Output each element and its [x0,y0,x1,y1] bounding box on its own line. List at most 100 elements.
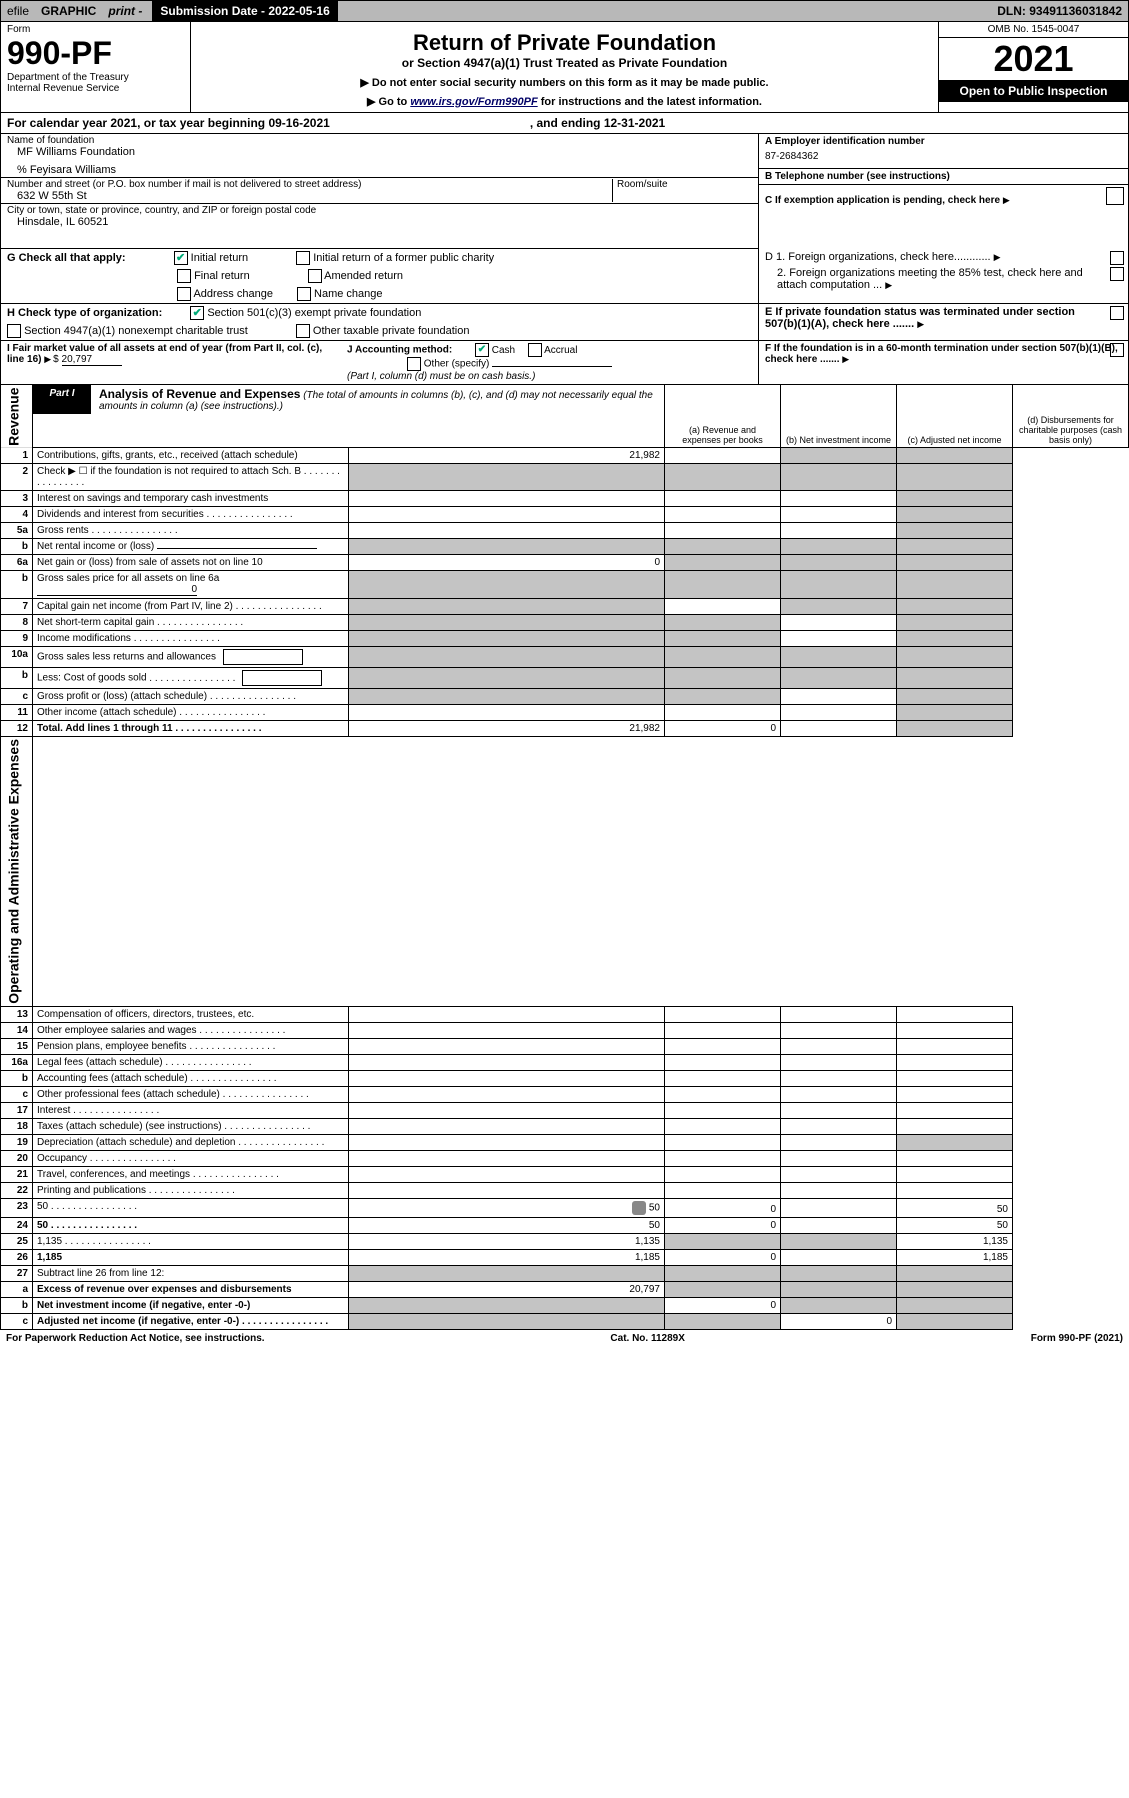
col-b-value: 0 [665,1199,781,1218]
d2-checkbox[interactable] [1110,267,1124,281]
irs-link[interactable]: www.irs.gov/Form990PF [410,96,537,108]
col-d-value [897,599,1013,615]
line-desc: 1,185 [33,1250,349,1266]
line-num: c [1,689,33,705]
line-desc: Income modifications [33,631,349,647]
col-c-value [781,689,897,705]
line-desc: Compensation of officers, directors, tru… [33,1007,349,1023]
line-desc: Capital gain net income (from Part IV, l… [33,599,349,615]
line-desc: Dividends and interest from securities [33,507,349,523]
col-c-value [781,1039,897,1055]
arrow-icon [842,354,851,365]
line-desc: 50 [33,1218,349,1234]
foundation-name: MF Williams Foundation [7,146,752,158]
col-c-value [781,1103,897,1119]
col-c-value [781,448,897,464]
col-d-value [897,507,1013,523]
g-address-checkbox[interactable] [177,287,191,301]
col-a-value [349,1039,665,1055]
line-num: 22 [1,1183,33,1199]
j-other-checkbox[interactable] [407,357,421,371]
omb-number: OMB No. 1545-0047 [939,22,1128,38]
col-d-value [897,1167,1013,1183]
f-checkbox[interactable] [1110,343,1124,357]
col-b-value [665,555,781,571]
j-accrual-checkbox[interactable] [528,343,542,357]
col-c-value [781,571,897,599]
g-amended-checkbox[interactable] [308,269,322,283]
line-desc: Net short-term capital gain [33,615,349,631]
phone-label: B Telephone number (see instructions) [765,171,950,182]
col-d-value [897,1039,1013,1055]
col-a-value: 20,797 [349,1282,665,1298]
col-c-value [781,1119,897,1135]
col-d-value [897,1266,1013,1282]
attachment-icon[interactable] [632,1201,646,1215]
line-num: 5a [1,523,33,539]
col-d-value [897,631,1013,647]
col-b-value [665,599,781,615]
cat-no: Cat. No. 11289X [610,1333,684,1344]
col-d-value [897,464,1013,491]
col-c-value [781,1282,897,1298]
g-initial-former-checkbox[interactable] [296,251,310,265]
col-d-value: 1,135 [897,1234,1013,1250]
col-c-value [781,668,897,689]
col-d-value [897,555,1013,571]
col-b-value [665,1055,781,1071]
j-cash-checkbox[interactable]: ✔ [475,343,489,357]
col-a-value: 50 [349,1199,665,1218]
g-final: Final return [194,270,250,282]
col-c-value [781,1298,897,1314]
line-num: c [1,1087,33,1103]
col-a-value [349,1183,665,1199]
col-b-value: 0 [665,721,781,737]
line-desc: Gross sales less returns and allowances [33,647,349,668]
col-d-value [897,1119,1013,1135]
line-num: 1 [1,448,33,464]
line-num: 15 [1,1039,33,1055]
j-other: Other (specify) [424,359,490,370]
col-a-value [349,1007,665,1023]
h-4947-checkbox[interactable] [7,324,21,338]
col-b-value [665,1183,781,1199]
g-name: Name change [314,288,383,300]
entity-info: Name of foundation MF Williams Foundatio… [0,134,1129,249]
g-name-checkbox[interactable] [297,287,311,301]
col-c-value [781,1199,897,1218]
line-num: 13 [1,1007,33,1023]
col-d-value [897,1135,1013,1151]
col-c-value [781,507,897,523]
col-d-value [897,1087,1013,1103]
col-b-value [665,1234,781,1250]
line-num: c [1,1314,33,1330]
col-d-value [897,1183,1013,1199]
col-d-value [897,1023,1013,1039]
line-desc: Subtract line 26 from line 12: [33,1266,349,1282]
e-checkbox[interactable] [1110,306,1124,320]
col-b-value: 0 [665,1298,781,1314]
col-c-value [781,1234,897,1250]
line-desc: Travel, conferences, and meetings [33,1167,349,1183]
g-final-checkbox[interactable] [177,269,191,283]
line-num: 12 [1,721,33,737]
col-a-value [349,491,665,507]
g-initial-checkbox[interactable]: ✔ [174,251,188,265]
line-desc: Gross profit or (loss) (attach schedule) [33,689,349,705]
col-c-value [781,1007,897,1023]
col-a-value [349,1266,665,1282]
ein-value: 87-2684362 [765,147,1122,166]
g-label: G Check all that apply: [7,252,126,264]
col-a-value [349,1103,665,1119]
col-b-value [665,1103,781,1119]
check-section-h: H Check type of organization: ✔ Section … [0,304,1129,341]
care-of: % Feyisara Williams [7,158,752,176]
h-other-checkbox[interactable] [296,324,310,338]
col-a-value [349,705,665,721]
h-501c3-checkbox[interactable]: ✔ [190,306,204,320]
print-label[interactable]: print - [102,4,148,18]
col-a-value [349,1135,665,1151]
c-checkbox[interactable] [1106,187,1124,205]
d1-checkbox[interactable] [1110,251,1124,265]
col-a-value: 0 [349,555,665,571]
